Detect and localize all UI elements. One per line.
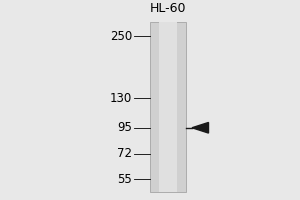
Text: 72: 72 bbox=[117, 147, 132, 160]
Bar bbox=[150, 22, 186, 192]
Text: 95: 95 bbox=[117, 121, 132, 134]
Text: 55: 55 bbox=[117, 173, 132, 186]
Text: 250: 250 bbox=[110, 30, 132, 43]
Polygon shape bbox=[192, 122, 208, 133]
Text: 130: 130 bbox=[110, 92, 132, 105]
Text: HL-60: HL-60 bbox=[150, 2, 186, 15]
Bar bbox=[159, 22, 177, 192]
